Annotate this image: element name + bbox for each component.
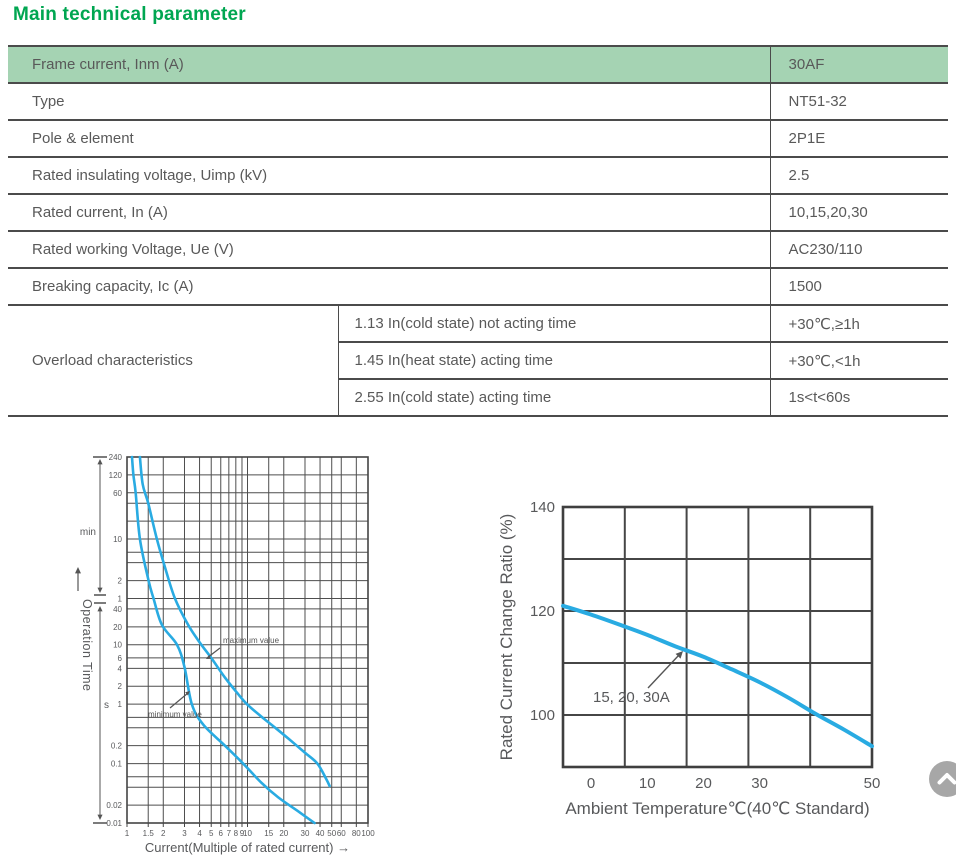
page-title: Main technical parameter bbox=[13, 4, 246, 25]
table-row-overload: 2.55 In(cold state) acting time 1s<t<60s bbox=[8, 379, 949, 416]
param-label: Rated insulating voltage, Uimp (kV) bbox=[8, 157, 771, 195]
svg-text:Ambient Temperature℃(40℃ Stand: Ambient Temperature℃(40℃ Standard) bbox=[565, 799, 869, 818]
svg-text:5: 5 bbox=[209, 829, 214, 838]
svg-text:7: 7 bbox=[227, 829, 232, 838]
svg-text:80: 80 bbox=[352, 829, 361, 838]
overload-value: +30℃,≥1h bbox=[769, 305, 949, 343]
param-label: Rated working Voltage, Ue (V) bbox=[8, 231, 771, 269]
svg-text:6: 6 bbox=[219, 829, 224, 838]
overload-value: +30℃,<1h bbox=[769, 342, 949, 380]
svg-text:0: 0 bbox=[587, 775, 595, 792]
svg-text:20: 20 bbox=[113, 623, 122, 632]
svg-text:15, 20, 30A: 15, 20, 30A bbox=[593, 689, 670, 706]
svg-text:0.1: 0.1 bbox=[111, 760, 123, 769]
svg-text:120: 120 bbox=[530, 603, 555, 620]
svg-text:120: 120 bbox=[109, 471, 123, 480]
table-row: Rated insulating voltage, Uimp (kV) 2.5 bbox=[8, 157, 949, 195]
svg-text:20: 20 bbox=[279, 829, 288, 838]
svg-text:0.2: 0.2 bbox=[111, 742, 123, 751]
parameter-table: Frame current, Inm (A) 30AF Type NT51-32… bbox=[8, 45, 949, 417]
svg-text:10: 10 bbox=[243, 829, 252, 838]
svg-text:10: 10 bbox=[113, 535, 122, 544]
svg-text:0.01: 0.01 bbox=[106, 819, 122, 828]
table-row: Pole & element 2P1E bbox=[8, 120, 949, 158]
svg-text:40: 40 bbox=[316, 829, 325, 838]
svg-text:60: 60 bbox=[113, 489, 122, 498]
svg-text:240: 240 bbox=[109, 453, 123, 462]
svg-text:3: 3 bbox=[182, 829, 187, 838]
svg-text:minimum value: minimum value bbox=[148, 710, 202, 719]
temperature-derating-chart: 140 120 100 0 10 20 30 50 Ambient Temperature℃(4… bbox=[497, 499, 881, 818]
param-value: 10,15,20,30 bbox=[769, 194, 949, 232]
svg-text:6: 6 bbox=[118, 654, 123, 663]
svg-text:0.02: 0.02 bbox=[106, 801, 122, 810]
svg-text:30: 30 bbox=[301, 829, 310, 838]
overload-condition: 2.55 In(cold state) acting time bbox=[337, 379, 771, 416]
svg-text:1: 1 bbox=[118, 594, 123, 603]
svg-text:10: 10 bbox=[113, 641, 122, 650]
svg-text:15: 15 bbox=[264, 829, 273, 838]
param-label: Breaking capacity, Ic (A) bbox=[8, 268, 771, 306]
overload-condition: 1.45 In(heat state) acting time bbox=[337, 342, 771, 380]
svg-text:1: 1 bbox=[125, 829, 130, 838]
param-label: Pole & element bbox=[8, 120, 771, 158]
svg-text:8: 8 bbox=[234, 829, 239, 838]
svg-text:maximum value: maximum value bbox=[223, 636, 280, 645]
param-value: 2P1E bbox=[769, 120, 949, 158]
svg-text:100: 100 bbox=[361, 829, 375, 838]
table-row: Type NT51-32 bbox=[8, 83, 949, 121]
svg-text:140: 140 bbox=[530, 499, 555, 516]
svg-text:40: 40 bbox=[113, 605, 122, 614]
svg-text:9: 9 bbox=[240, 829, 245, 838]
param-value: 30AF bbox=[769, 46, 949, 84]
table-row-overload: Overload characteristics 1.13 In(cold st… bbox=[8, 305, 949, 417]
overload-value: 1s<t<60s bbox=[769, 379, 949, 416]
table-row: Rated working Voltage, Ue (V) AC230/110 bbox=[8, 231, 949, 269]
svg-text:4: 4 bbox=[118, 664, 123, 673]
param-label: Rated current, In (A) bbox=[8, 194, 771, 232]
svg-text:min: min bbox=[80, 527, 96, 538]
param-value: 1500 bbox=[769, 268, 949, 306]
param-label: Frame current, Inm (A) bbox=[8, 46, 771, 84]
svg-text:s: s bbox=[104, 700, 109, 711]
svg-text:Current(Multiple of rated curr: Current(Multiple of rated current) → bbox=[145, 840, 350, 855]
svg-text:1: 1 bbox=[118, 700, 123, 709]
svg-text:2: 2 bbox=[161, 829, 166, 838]
svg-text:10: 10 bbox=[639, 775, 656, 792]
param-label: Type bbox=[8, 83, 771, 121]
chevron-up-icon bbox=[937, 773, 956, 785]
svg-text:50: 50 bbox=[864, 775, 881, 792]
svg-text:100: 100 bbox=[530, 707, 555, 724]
param-value: NT51-32 bbox=[769, 83, 949, 121]
param-label: Overload characteristics bbox=[8, 305, 338, 417]
svg-text:4: 4 bbox=[197, 829, 202, 838]
svg-text:60: 60 bbox=[337, 829, 346, 838]
param-value: 2.5 bbox=[769, 157, 949, 195]
table-row: Breaking capacity, Ic (A) 1500 bbox=[8, 268, 949, 306]
svg-text:50: 50 bbox=[327, 829, 336, 838]
svg-text:Operation Time: Operation Time bbox=[80, 599, 94, 691]
svg-text:1.5: 1.5 bbox=[143, 829, 155, 838]
param-value: AC230/110 bbox=[769, 231, 949, 269]
svg-text:2: 2 bbox=[118, 577, 123, 586]
table-row: Frame current, Inm (A) 30AF bbox=[8, 46, 949, 84]
overload-condition: 1.13 In(cold state) not acting time bbox=[337, 305, 771, 343]
table-row-overload: 1.45 In(heat state) acting time +30℃,<1h bbox=[8, 342, 949, 380]
svg-text:Rated Current Change Ratio (%): Rated Current Change Ratio (%) bbox=[497, 514, 516, 761]
back-to-top-button[interactable] bbox=[929, 761, 956, 797]
table-row: Rated current, In (A) 10,15,20,30 bbox=[8, 194, 949, 232]
svg-text:20: 20 bbox=[695, 775, 712, 792]
svg-text:30: 30 bbox=[751, 775, 768, 792]
svg-text:2: 2 bbox=[118, 682, 123, 691]
